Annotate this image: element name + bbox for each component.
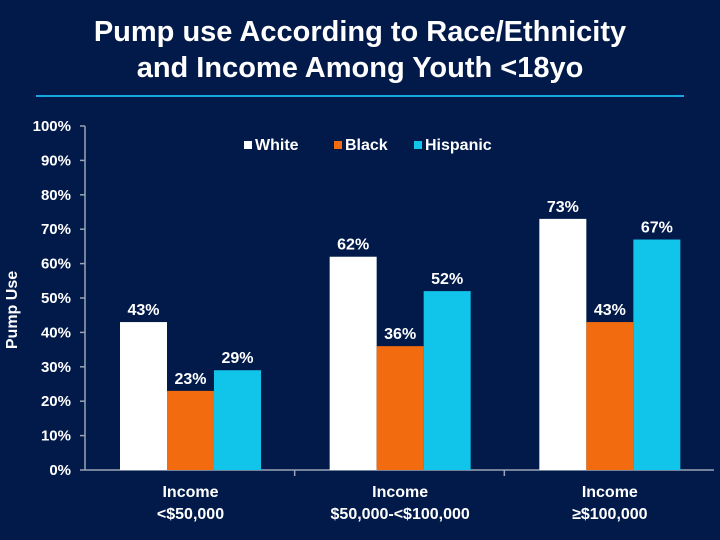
- legend-swatch-black: [334, 141, 342, 149]
- y-tick-label: 10%: [41, 428, 71, 445]
- y-tick-label: 80%: [41, 187, 71, 204]
- data-label-black-3: 43%: [594, 302, 626, 319]
- y-tick-label: 50%: [41, 290, 71, 307]
- data-label-hispanic-1: 29%: [221, 350, 253, 367]
- bar-black-3: [586, 322, 634, 470]
- legend-label-hispanic: Hispanic: [425, 137, 492, 154]
- chart-title-line2: and Income Among Youth <18yo: [136, 52, 584, 84]
- bar-black-2: [376, 346, 424, 470]
- x-category-label: ≥$100,000: [572, 506, 648, 523]
- bar-hispanic-1: [214, 370, 261, 470]
- y-tick-label: 0%: [49, 462, 71, 479]
- data-label-black-2: 36%: [384, 326, 416, 343]
- y-tick-label: 90%: [41, 152, 71, 169]
- legend-swatch-hispanic: [414, 141, 422, 149]
- y-axis-title: Pump Use: [4, 271, 21, 349]
- data-label-black-1: 23%: [174, 371, 206, 388]
- data-label-hispanic-3: 67%: [641, 220, 673, 237]
- x-category-label: <$50,000: [157, 506, 224, 523]
- legend-label-white: White: [255, 137, 299, 154]
- bar-black-1: [167, 390, 214, 470]
- y-tick-label: 70%: [41, 221, 71, 238]
- bar-hispanic-2: [423, 291, 471, 470]
- x-category-label: $50,000-<$100,000: [331, 506, 470, 523]
- x-category-label: Income: [372, 484, 428, 501]
- title-divider: [36, 95, 684, 97]
- bar-white-1: [120, 322, 167, 470]
- data-label-white-1: 43%: [127, 302, 159, 319]
- bar-white-2: [329, 256, 377, 470]
- data-label-hispanic-2: 52%: [431, 271, 463, 288]
- bar-white-3: [539, 218, 587, 470]
- x-category-label: Income: [582, 484, 638, 501]
- y-tick-label: 30%: [41, 359, 71, 376]
- x-category-label: Income: [162, 484, 218, 501]
- bar-hispanic-3: [633, 239, 681, 470]
- y-tick-label: 20%: [41, 393, 71, 410]
- y-tick-label: 40%: [41, 324, 71, 341]
- legend-label-black: Black: [345, 137, 388, 154]
- y-tick-label: 100%: [33, 118, 71, 135]
- legend-swatch-white: [244, 141, 252, 149]
- data-label-white-3: 73%: [547, 199, 579, 216]
- chart-title-line1: Pump use According to Race/Ethnicity: [93, 16, 627, 48]
- y-tick-label: 60%: [41, 256, 71, 273]
- data-label-white-2: 62%: [337, 237, 369, 254]
- chart-title: Pump use According to Race/Ethnicity and…: [0, 14, 720, 86]
